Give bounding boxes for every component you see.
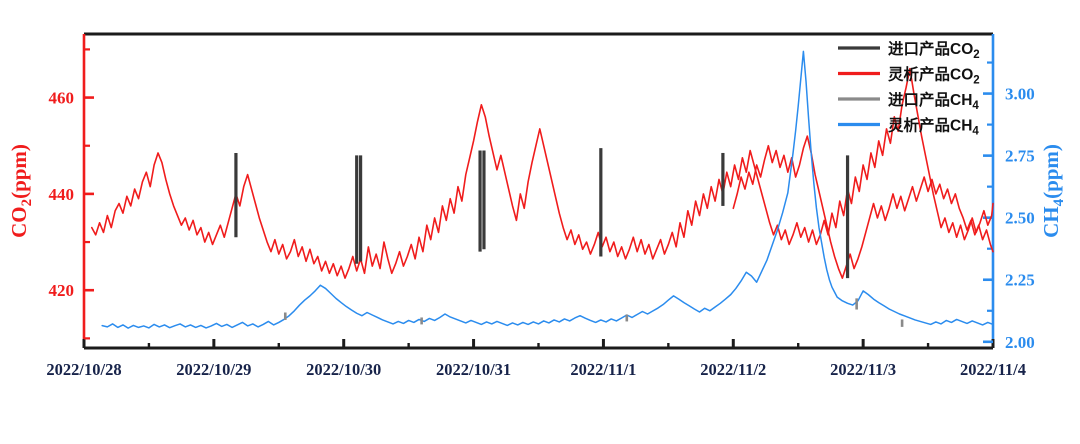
x-tick-label: 2022/10/28 [46, 360, 121, 379]
series-line-灵析产品CO2-part2 [732, 135, 994, 279]
x-tick-label: 2022/11/3 [830, 360, 896, 379]
y-right-tick-label: 2.75 [1005, 147, 1035, 166]
legend-label-2: 进口产品CH4 [888, 90, 979, 112]
y-right-tick-label: 2.25 [1005, 271, 1035, 290]
x-tick-label: 2022/10/29 [176, 360, 251, 379]
x-tick-label: 2022/10/30 [306, 360, 381, 379]
x-tick-label: 2022/11/2 [700, 360, 766, 379]
y-left-tick-label: 440 [49, 185, 75, 204]
x-tick-label: 2022/11/4 [960, 360, 1026, 379]
x-tick-label: 2022/10/31 [436, 360, 511, 379]
y-right-axis-title: CH4(ppm) [1039, 144, 1067, 238]
y-right-tick-label: 2.50 [1005, 209, 1035, 228]
y-right-tick-label: 3.00 [1005, 85, 1035, 104]
y-left-tick-label: 460 [49, 89, 75, 108]
x-tick-label: 2022/11/1 [570, 360, 636, 379]
series-line-灵析产品CH4 [101, 50, 994, 329]
svg-text:CH4(ppm): CH4(ppm) [1039, 144, 1067, 238]
series-line-灵析产品CO2 [90, 67, 994, 279]
svg-text:CO2(ppm): CO2(ppm) [7, 144, 35, 238]
legend-label-3: 灵析产品CH4 [888, 116, 979, 138]
legend-label-0: 进口产品CO2 [888, 39, 980, 61]
y-right-tick-label: 2.00 [1005, 333, 1035, 352]
legend-label-1: 灵析产品CO2 [888, 65, 980, 87]
y-left-tick-label: 420 [49, 281, 75, 300]
y-left-axis-title: CO2(ppm) [7, 144, 35, 238]
